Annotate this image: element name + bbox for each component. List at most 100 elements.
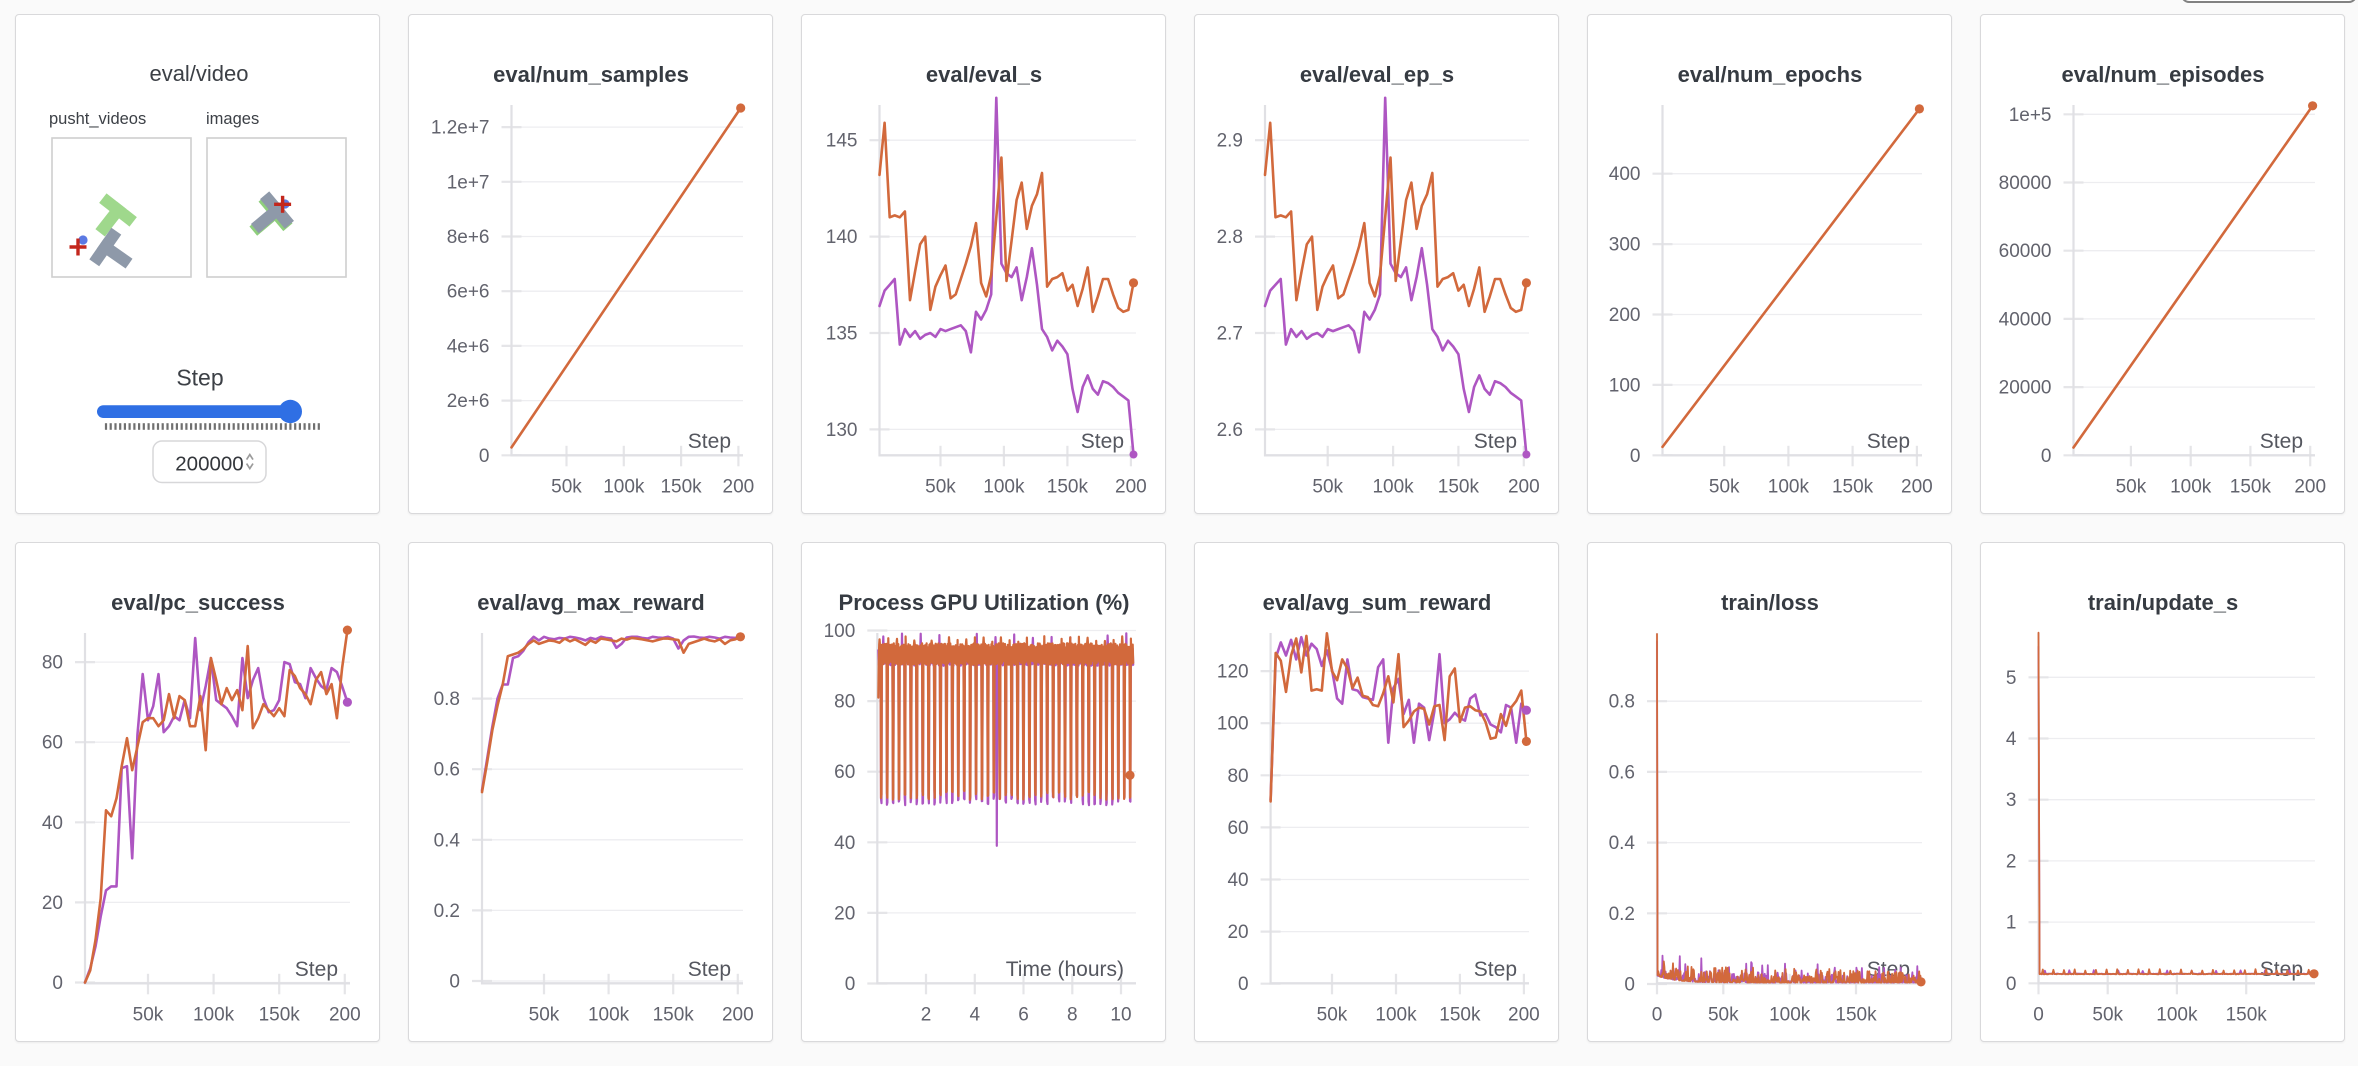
svg-text:4: 4 xyxy=(2006,729,2017,750)
svg-text:100k: 100k xyxy=(1375,1005,1417,1026)
svg-text:0.6: 0.6 xyxy=(434,760,460,781)
svg-text:2: 2 xyxy=(2006,851,2017,872)
svg-text:150k: 150k xyxy=(660,477,702,498)
svg-text:1e+5: 1e+5 xyxy=(2009,105,2052,126)
svg-text:20: 20 xyxy=(42,893,63,914)
svg-text:200: 200 xyxy=(1901,477,1933,498)
svg-text:1e+7: 1e+7 xyxy=(447,172,490,193)
svg-text:Step: Step xyxy=(688,958,731,981)
svg-text:eval/video: eval/video xyxy=(149,61,248,86)
svg-text:300: 300 xyxy=(1609,235,1641,256)
svg-text:50k: 50k xyxy=(1708,1005,1739,1026)
svg-text:100: 100 xyxy=(824,621,856,642)
svg-text:145: 145 xyxy=(826,131,858,152)
svg-text:0.6: 0.6 xyxy=(1609,762,1635,783)
svg-text:150k: 150k xyxy=(1439,1005,1481,1026)
svg-text:150k: 150k xyxy=(1832,477,1874,498)
svg-text:200: 200 xyxy=(1508,1005,1540,1026)
svg-text:Step: Step xyxy=(1474,430,1517,453)
svg-text:60: 60 xyxy=(1227,818,1248,839)
svg-text:200: 200 xyxy=(722,1005,754,1026)
svg-text:200000: 200000 xyxy=(175,453,243,476)
svg-text:100k: 100k xyxy=(193,1005,235,1026)
svg-text:50k: 50k xyxy=(133,1005,164,1026)
svg-text:50k: 50k xyxy=(529,1005,560,1026)
svg-text:150k: 150k xyxy=(1438,477,1480,498)
svg-text:Step: Step xyxy=(176,365,223,391)
svg-text:50k: 50k xyxy=(2116,477,2147,498)
svg-text:eval/eval_s: eval/eval_s xyxy=(926,62,1042,87)
svg-text:100k: 100k xyxy=(1372,477,1414,498)
svg-text:0: 0 xyxy=(845,974,856,995)
svg-text:eval/pc_success: eval/pc_success xyxy=(111,590,285,615)
svg-text:50k: 50k xyxy=(551,477,582,498)
svg-text:200: 200 xyxy=(2294,477,2326,498)
svg-text:4: 4 xyxy=(970,1005,981,1026)
svg-text:Step: Step xyxy=(1474,958,1517,981)
svg-text:50k: 50k xyxy=(1312,477,1343,498)
svg-text:80: 80 xyxy=(42,653,63,674)
svg-text:Step: Step xyxy=(1867,430,1910,453)
svg-text:images: images xyxy=(206,110,259,128)
svg-text:80000: 80000 xyxy=(1999,173,2052,194)
svg-text:40: 40 xyxy=(1227,870,1248,891)
svg-text:0: 0 xyxy=(2006,974,2017,995)
svg-text:60000: 60000 xyxy=(1999,241,2052,262)
svg-text:150k: 150k xyxy=(1047,477,1089,498)
svg-text:eval/avg_sum_reward: eval/avg_sum_reward xyxy=(1263,590,1492,615)
svg-text:100k: 100k xyxy=(1768,477,1810,498)
svg-text:0.8: 0.8 xyxy=(1609,692,1635,713)
svg-text:200: 200 xyxy=(1115,477,1147,498)
svg-text:80: 80 xyxy=(1227,766,1248,787)
svg-text:10: 10 xyxy=(1110,1005,1131,1026)
svg-text:80: 80 xyxy=(834,692,855,713)
svg-text:Step: Step xyxy=(2260,430,2303,453)
svg-text:1.2e+7: 1.2e+7 xyxy=(431,118,490,139)
svg-text:2.8: 2.8 xyxy=(1217,227,1243,248)
svg-text:20000: 20000 xyxy=(1999,378,2052,399)
svg-text:6: 6 xyxy=(1018,1005,1029,1026)
svg-text:150k: 150k xyxy=(1835,1005,1877,1026)
svg-text:eval/eval_ep_s: eval/eval_ep_s xyxy=(1300,62,1454,87)
svg-text:3: 3 xyxy=(2006,790,2017,811)
svg-text:200: 200 xyxy=(329,1005,361,1026)
svg-text:100k: 100k xyxy=(588,1005,630,1026)
svg-text:Step: Step xyxy=(2260,958,2303,981)
svg-text:135: 135 xyxy=(826,324,858,345)
svg-text:50k: 50k xyxy=(1317,1005,1348,1026)
svg-text:0: 0 xyxy=(52,973,63,994)
svg-text:Step: Step xyxy=(295,958,338,981)
svg-text:0.2: 0.2 xyxy=(434,901,460,922)
svg-text:8: 8 xyxy=(1067,1005,1078,1026)
svg-text:2e+6: 2e+6 xyxy=(447,391,490,412)
svg-text:0.8: 0.8 xyxy=(434,689,460,710)
svg-text:150k: 150k xyxy=(2230,477,2272,498)
svg-text:20: 20 xyxy=(834,903,855,924)
svg-text:6e+6: 6e+6 xyxy=(447,282,490,303)
svg-text:eval/num_epochs: eval/num_epochs xyxy=(1678,62,1863,87)
svg-text:400: 400 xyxy=(1609,164,1641,185)
svg-text:140: 140 xyxy=(826,227,858,248)
svg-text:150k: 150k xyxy=(653,1005,695,1026)
svg-text:40: 40 xyxy=(42,813,63,834)
svg-text:120: 120 xyxy=(1217,662,1249,683)
svg-text:train/update_s: train/update_s xyxy=(2088,590,2238,615)
svg-text:0: 0 xyxy=(2041,446,2052,467)
svg-text:20: 20 xyxy=(1227,922,1248,943)
svg-text:0: 0 xyxy=(2033,1005,2044,1026)
svg-text:100k: 100k xyxy=(603,477,645,498)
svg-text:60: 60 xyxy=(834,762,855,783)
svg-text:5: 5 xyxy=(2006,668,2017,689)
svg-text:40000: 40000 xyxy=(1999,309,2052,330)
svg-text:200: 200 xyxy=(1508,477,1540,498)
svg-text:0: 0 xyxy=(479,446,490,467)
svg-text:2.6: 2.6 xyxy=(1217,420,1243,441)
svg-text:Time (hours): Time (hours) xyxy=(1006,958,1124,981)
svg-text:100k: 100k xyxy=(1769,1005,1811,1026)
svg-text:0: 0 xyxy=(1624,975,1635,996)
svg-text:1: 1 xyxy=(2006,913,2017,934)
svg-text:60: 60 xyxy=(42,733,63,754)
svg-text:eval/num_samples: eval/num_samples xyxy=(493,62,689,87)
svg-text:pusht_videos: pusht_videos xyxy=(49,110,146,128)
svg-text:4e+6: 4e+6 xyxy=(447,336,490,357)
